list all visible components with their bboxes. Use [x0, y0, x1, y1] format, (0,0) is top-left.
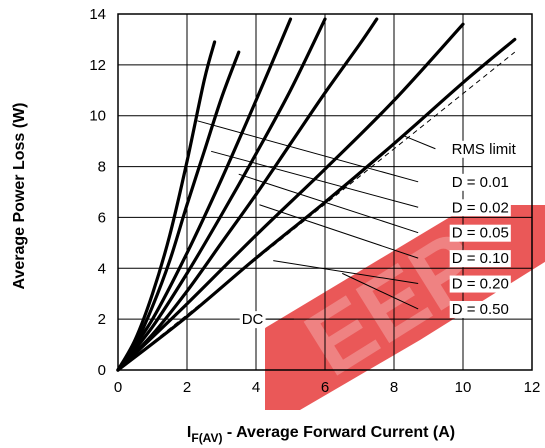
leader-lines	[197, 120, 436, 320]
series-line-1	[116, 40, 217, 372]
y-tick-label: 12	[89, 57, 106, 74]
annotation-text: D = 0.01	[452, 174, 509, 191]
leader-line	[404, 135, 436, 150]
y-tick-label: 8	[98, 159, 106, 176]
annotation-text: D = 0.05	[452, 225, 509, 242]
y-tick-label: 4	[98, 260, 106, 277]
annotation: D = 0.05	[449, 224, 511, 242]
annotation-bg	[449, 173, 511, 191]
annotation: D = 0.02	[449, 199, 511, 217]
annotation: D = 0.10	[449, 250, 511, 268]
y-tick-label: 10	[89, 108, 106, 125]
leader-line	[197, 120, 419, 183]
leader-line	[273, 260, 419, 285]
annotation-text: D = 0.50	[452, 301, 509, 318]
series-line-3	[116, 17, 293, 372]
leader-line	[238, 173, 419, 234]
plot-frame	[117, 13, 533, 371]
series-line-6	[116, 22, 465, 372]
y-tick-label: 0	[98, 362, 106, 379]
x-tick-label: 12	[524, 379, 541, 396]
annotation-text: D = 0.02	[452, 199, 509, 216]
annotation-bg	[449, 199, 511, 217]
tick-labels: 0 2 4 6 8 10 12 0 2 4 6 8 10 12 14	[89, 6, 540, 396]
annotation-text: RMS limit	[452, 141, 517, 158]
leader-line	[342, 272, 419, 310]
annotation: DC	[239, 311, 266, 329]
y-tick-label: 6	[98, 209, 106, 226]
annotation-bg	[449, 140, 519, 158]
x-tick-label: 6	[321, 379, 329, 396]
y-tick-label: 14	[89, 6, 106, 23]
x-axis-label: IF(AV) - Average Forward Current (A)	[187, 424, 455, 445]
leader-line	[259, 204, 419, 259]
x-tick-label: 0	[114, 379, 122, 396]
annotations: RMS limit D = 0.01 D = 0.02 D = 0.05 D = 0.1…	[239, 140, 519, 329]
y-axis-label: Average Power Loss (W)	[11, 102, 28, 289]
leader-line	[211, 150, 419, 208]
series-line-4	[116, 17, 327, 372]
rms-limit-line	[117, 51, 516, 371]
annotation: D = 0.50	[449, 300, 511, 318]
series-line-5	[116, 17, 379, 372]
y-tick-label: 2	[98, 311, 106, 328]
annotation: D = 0.01	[449, 173, 511, 191]
annotation-bg	[239, 311, 266, 329]
annotation-text: DC	[242, 311, 264, 328]
annotation-bg	[449, 300, 511, 318]
annotation-text: D = 0.20	[452, 276, 509, 293]
annotation: D = 0.20	[449, 275, 511, 293]
x-tick-label: 8	[390, 379, 398, 396]
x-tick-label: 10	[455, 379, 472, 396]
annotation-bg	[449, 250, 511, 268]
annotation: RMS limit	[449, 140, 519, 158]
x-tick-label: 2	[183, 379, 191, 396]
annotation-text: D = 0.10	[452, 250, 509, 267]
annotation-bg	[449, 224, 511, 242]
x-tick-label: 4	[252, 379, 260, 396]
annotation-bg	[449, 275, 511, 293]
